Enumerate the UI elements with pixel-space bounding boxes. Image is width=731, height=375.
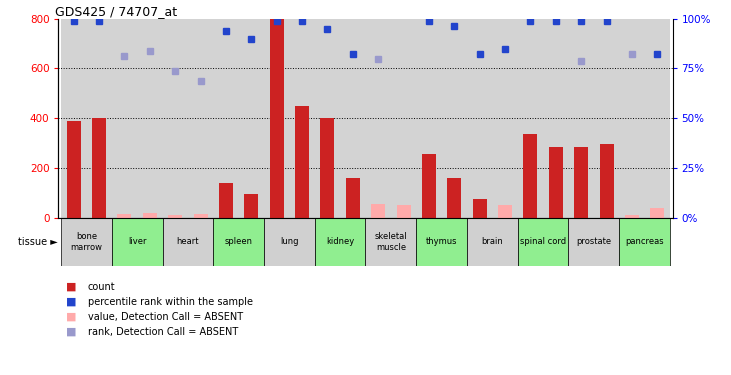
Bar <box>264 19 289 217</box>
Bar <box>162 19 188 217</box>
Bar <box>371 204 385 218</box>
Bar <box>137 19 162 217</box>
Bar <box>194 214 208 217</box>
Bar <box>416 217 467 266</box>
Text: lung: lung <box>280 237 299 246</box>
Text: percentile rank within the sample: percentile rank within the sample <box>88 297 253 307</box>
Bar <box>188 19 213 217</box>
Bar <box>447 178 461 218</box>
Bar <box>168 214 182 217</box>
Bar <box>467 19 493 217</box>
Text: ■: ■ <box>66 282 76 292</box>
Bar <box>651 208 664 218</box>
Text: GDS425 / 74707_at: GDS425 / 74707_at <box>56 4 178 18</box>
Bar <box>112 217 162 266</box>
Text: prostate: prostate <box>576 237 611 246</box>
Bar <box>315 19 340 217</box>
Bar <box>518 19 543 217</box>
Bar <box>112 19 137 217</box>
Bar <box>422 154 436 218</box>
Text: tissue ►: tissue ► <box>18 237 58 247</box>
Bar <box>340 19 366 217</box>
Text: value, Detection Call = ABSENT: value, Detection Call = ABSENT <box>88 312 243 322</box>
Text: brain: brain <box>482 237 503 246</box>
Bar <box>320 118 334 218</box>
Bar <box>219 183 233 218</box>
Bar <box>366 217 416 266</box>
Text: liver: liver <box>128 237 146 246</box>
Bar <box>518 217 569 266</box>
Bar <box>416 19 442 217</box>
Bar <box>645 19 670 217</box>
Bar <box>213 19 238 217</box>
Bar <box>238 19 264 217</box>
Bar <box>523 134 537 218</box>
Bar <box>346 178 360 218</box>
Bar <box>391 19 416 217</box>
Bar <box>315 217 366 266</box>
Bar <box>498 205 512 218</box>
Bar <box>289 19 315 217</box>
Bar <box>270 19 284 217</box>
Bar <box>574 147 588 218</box>
Text: kidney: kidney <box>326 237 355 246</box>
Bar <box>61 217 112 266</box>
Text: spinal cord: spinal cord <box>520 237 567 246</box>
Bar <box>118 214 132 217</box>
Text: rank, Detection Call = ABSENT: rank, Detection Call = ABSENT <box>88 327 238 337</box>
Bar <box>569 217 619 266</box>
Bar <box>473 199 487 217</box>
Bar <box>619 19 645 217</box>
Bar <box>366 19 391 217</box>
Bar <box>599 144 613 218</box>
Text: thymus: thymus <box>426 237 458 246</box>
Text: pancreas: pancreas <box>625 237 664 246</box>
Bar <box>625 215 639 217</box>
Text: heart: heart <box>177 237 199 246</box>
Text: ■: ■ <box>66 297 76 307</box>
Bar <box>61 19 86 217</box>
Bar <box>619 217 670 266</box>
Bar <box>467 217 518 266</box>
Bar <box>86 19 112 217</box>
Text: ■: ■ <box>66 312 76 322</box>
Bar <box>213 217 264 266</box>
Bar <box>162 217 213 266</box>
Bar <box>92 118 106 218</box>
Bar <box>442 19 467 217</box>
Bar <box>264 217 315 266</box>
Bar <box>67 121 80 218</box>
Bar <box>295 106 309 218</box>
Bar <box>594 19 619 217</box>
Text: ■: ■ <box>66 327 76 337</box>
Text: skeletal
muscle: skeletal muscle <box>374 232 407 252</box>
Bar <box>569 19 594 217</box>
Bar <box>493 19 518 217</box>
Bar <box>397 205 411 218</box>
Text: bone
marrow: bone marrow <box>70 232 102 252</box>
Bar <box>244 194 258 217</box>
Text: count: count <box>88 282 115 292</box>
Bar <box>143 213 157 217</box>
Text: spleen: spleen <box>224 237 253 246</box>
Bar <box>543 19 569 217</box>
Bar <box>549 147 563 218</box>
